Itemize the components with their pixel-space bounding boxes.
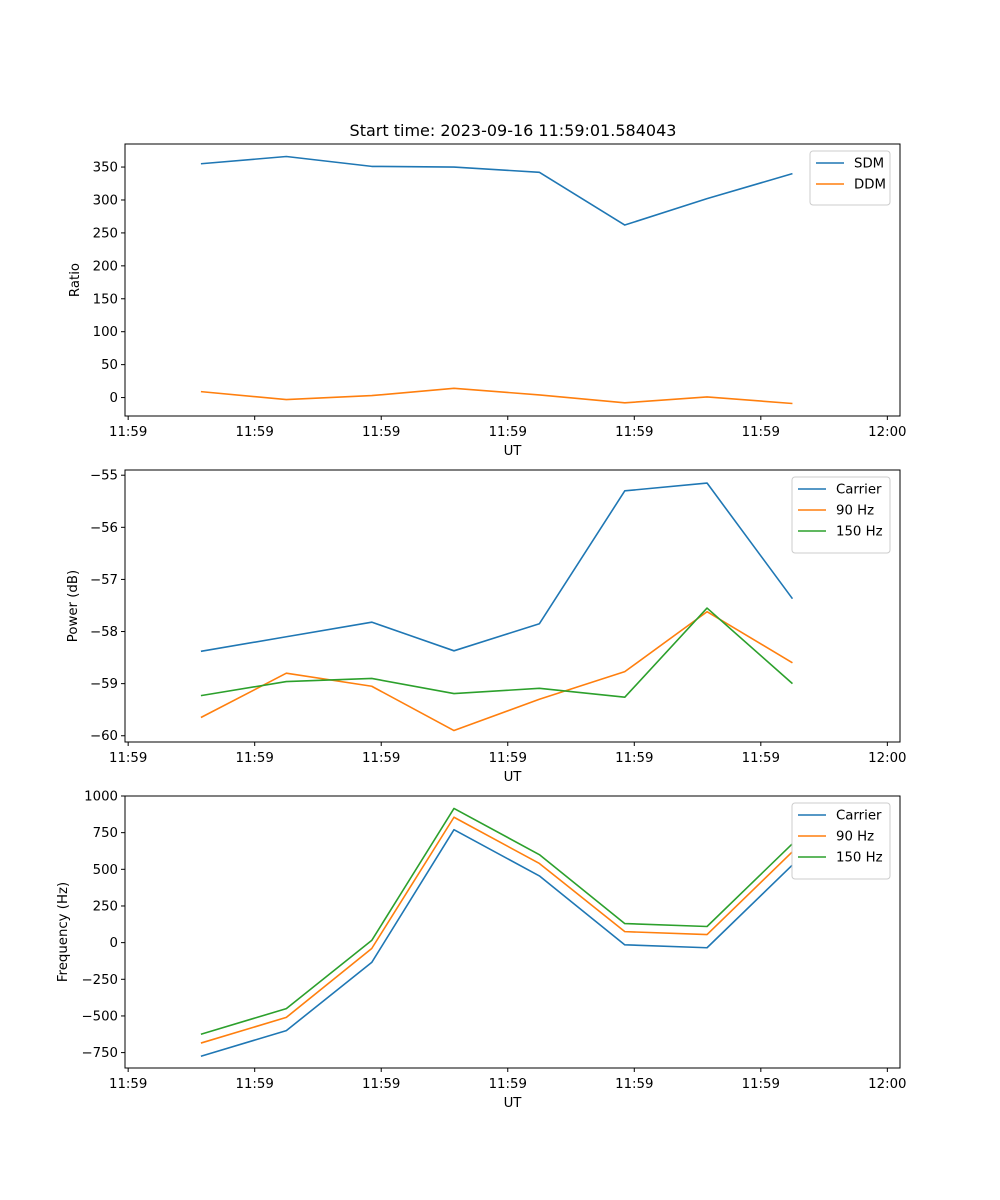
series-line-150-hz [200,807,794,1036]
y-tick-label: −58 [90,625,118,640]
y-tick-label: −55 [90,469,118,484]
series-line-90-hz [200,816,794,1044]
x-tick-label: 12:00 [868,751,906,766]
y-tick-label: −250 [81,973,118,988]
x-tick-label: 11:59 [489,425,527,440]
y-tick-label: 250 [93,899,118,914]
series-line-carrier [200,828,794,1058]
y-tick-label: 150 [93,292,118,307]
series-line-carrier [200,482,794,653]
x-tick-label: 11:59 [742,1077,780,1092]
series-line-ddm [200,387,793,405]
legend: Carrier 90 Hz 150 Hz [791,476,891,554]
y-tick-label: 300 [93,193,118,208]
legend-label: DDM [854,178,886,193]
axes-frame [124,469,901,743]
series-line-90-hz [200,610,793,732]
series-line-150-hz [200,607,793,698]
y-tick-label: 250 [93,226,118,241]
y-tick-label: 500 [93,863,118,878]
x-tick-label: 11:59 [109,1077,147,1092]
x-tick-label: 11:59 [489,751,527,766]
x-tick-label: 12:00 [868,1077,906,1092]
y-tick-label: −750 [81,1046,118,1061]
y-tick-label: 0 [110,391,118,406]
legend-label: Carrier [836,809,882,824]
axes-frame [124,143,901,417]
x-tick-label: 11:59 [236,751,274,766]
x-tick-label: 11:59 [362,751,400,766]
x-tick-label: 12:00 [868,425,906,440]
legend-box [791,476,891,554]
legend: SDM DDM [809,150,891,206]
y-tick-label: 350 [93,161,118,176]
legend-box [809,150,891,206]
x-tick-label: 11:59 [236,1077,274,1092]
x-axis-label: UT [504,444,523,459]
y-axis-label: Power (dB) [66,570,81,642]
chart-frequency: −750 −500 −250 0 250 500 750 1000 11:59 11:59 11:5… [56,790,907,1112]
x-tick-label: 11:59 [362,1077,400,1092]
y-tick-label: 50 [101,358,118,373]
x-axis-label: UT [504,770,523,785]
x-tick-label: 11:59 [109,425,147,440]
x-tick-label: 11:59 [236,425,274,440]
x-tick-label: 11:59 [615,425,653,440]
figure-title: Start time: 2023-09-16 11:59:01.584043 [350,121,677,140]
y-tick-label: 1000 [84,790,118,805]
y-tick-label: −56 [90,521,118,536]
legend-label: 90 Hz [836,830,874,845]
y-tick-label: 0 [110,936,118,951]
legend-label: 90 Hz [836,504,874,519]
x-axis-label: UT [504,1096,523,1111]
y-tick-label: −60 [90,729,118,744]
series-line-sdm [200,155,793,226]
chart-ratio: 0 50 100 150 200 250 300 350 11:59 11:59 11:59 11:5… [68,143,907,459]
x-tick-label: 11:59 [362,425,400,440]
x-tick-label: 11:59 [109,751,147,766]
chart-power: −60 −59 −58 −57 −56 −55 11:59 11:59 11:59 11:59 11… [66,469,907,785]
x-tick-label: 11:59 [489,1077,527,1092]
y-tick-label: −59 [90,677,118,692]
y-axis-label: Ratio [68,263,83,297]
y-axis-label: Frequency (Hz) [56,882,71,982]
y-tick-label: −57 [90,573,118,588]
legend-box [791,802,891,880]
x-tick-label: 11:59 [615,1077,653,1092]
legend-label: 150 Hz [836,525,883,540]
y-tick-label: 200 [93,259,118,274]
legend-label: 150 Hz [836,851,883,866]
legend-label: Carrier [836,483,882,498]
legend-label: SDM [854,157,884,172]
x-tick-label: 11:59 [742,751,780,766]
y-tick-label: 100 [93,325,118,340]
plots: 0 50 100 150 200 250 300 350 11:59 11:59 11:59 11:5… [56,143,907,1112]
x-tick-label: 11:59 [615,751,653,766]
y-tick-label: −500 [81,1009,118,1024]
y-tick-label: 750 [93,826,118,841]
x-tick-label: 11:59 [742,425,780,440]
axes-frame [124,795,901,1069]
legend: Carrier 90 Hz 150 Hz [791,802,891,880]
